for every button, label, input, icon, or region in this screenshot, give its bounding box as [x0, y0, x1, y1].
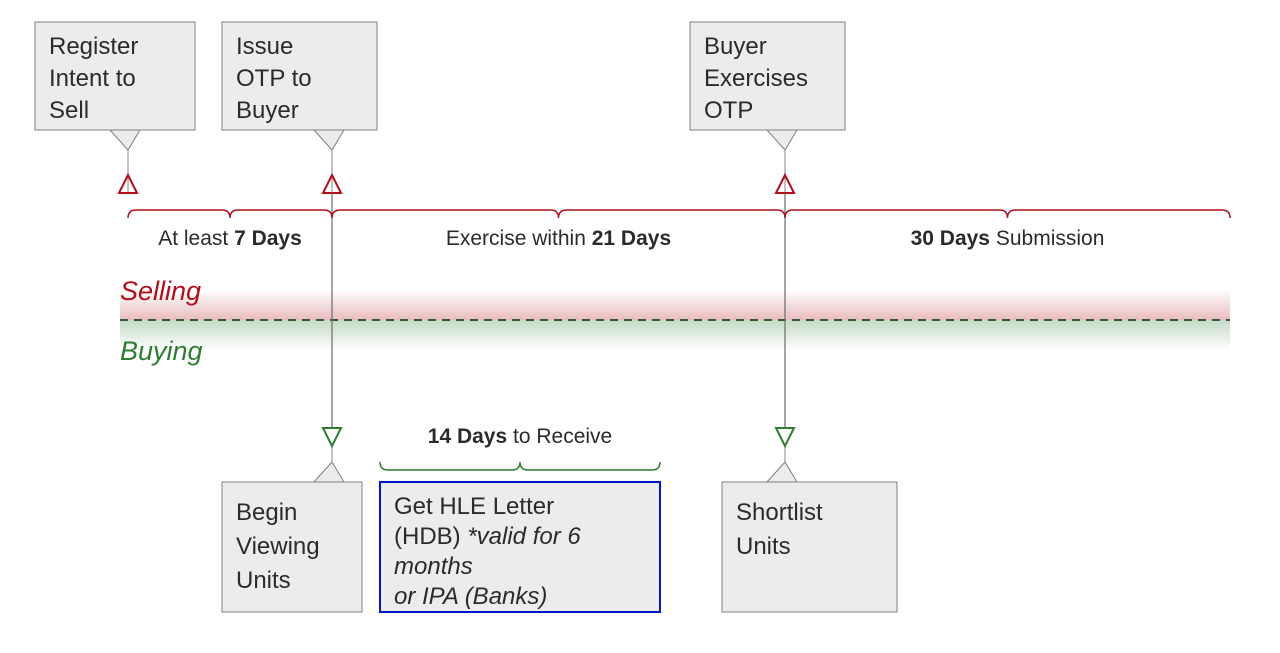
callout-text-issue_otp-l2: Buyer: [236, 97, 299, 124]
hle-line2: (HDB) *valid for 6: [394, 523, 581, 550]
callout-tail-shortlist: [767, 462, 797, 482]
buying-band: [120, 320, 1230, 350]
hle-line1: Get HLE Letter: [394, 493, 554, 520]
bracket-label-b2: Exercise within 21 Days: [446, 227, 671, 250]
buying-label: Buying: [120, 336, 203, 366]
callout-text-buyer_exercises-l2: OTP: [704, 97, 753, 124]
bracket-b1: [128, 210, 332, 218]
callout-text-begin_viewing-l0: Begin: [236, 499, 297, 526]
callout-text-issue_otp-l1: OTP to: [236, 65, 312, 92]
bracket-label-b4: 14 Days to Receive: [428, 425, 612, 448]
callout-text-buyer_exercises-l1: Exercises: [704, 65, 808, 92]
bracket-b3: [785, 210, 1230, 218]
marker-begin_viewing: [323, 428, 341, 446]
selling-band: [120, 290, 1230, 320]
callout-tail-register: [110, 130, 140, 150]
callout-text-shortlist-l1: Units: [736, 533, 791, 560]
callout-text-begin_viewing-l1: Viewing: [236, 533, 320, 560]
bracket-label-b1: At least 7 Days: [158, 227, 302, 250]
bracket-b4: [380, 462, 660, 470]
marker-shortlist: [776, 428, 794, 446]
selling-label: Selling: [120, 276, 201, 306]
callout-text-register-l2: Sell: [49, 97, 89, 124]
callout-text-issue_otp-l0: Issue: [236, 33, 293, 60]
bracket-label-b3: 30 Days Submission: [911, 227, 1105, 250]
callout-text-shortlist-l0: Shortlist: [736, 499, 823, 526]
hle-line4: or IPA (Banks): [394, 583, 547, 610]
callout-text-begin_viewing-l2: Units: [236, 567, 291, 594]
callout-text-buyer_exercises-l0: Buyer: [704, 33, 767, 60]
hle-line3: months: [394, 553, 473, 580]
callout-tail-begin_viewing: [314, 462, 344, 482]
callout-text-register-l0: Register: [49, 33, 138, 60]
diagram-canvas: Selling Buying Register Intent to Sell Issue O…: [0, 0, 1280, 653]
callout-text-register-l1: Intent to: [49, 65, 136, 92]
callout-tail-issue_otp: [314, 130, 344, 150]
bracket-b2: [332, 210, 785, 218]
callout-tail-buyer_exercises: [767, 130, 797, 150]
